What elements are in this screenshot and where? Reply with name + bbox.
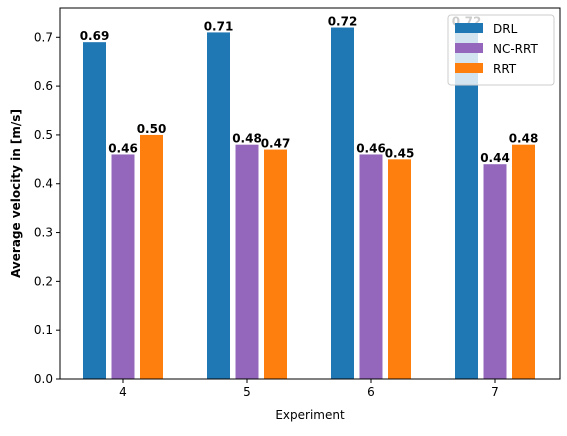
x-axis-label: Experiment <box>275 408 345 422</box>
plot-frame <box>59 7 561 380</box>
y-tick-label: 0.2 <box>34 274 53 288</box>
bar-nc-rrt-5 <box>235 144 259 379</box>
data-label: 0.46 <box>108 141 138 155</box>
bar-drl-6 <box>331 27 354 380</box>
data-label: 0.44 <box>480 151 510 165</box>
legend-swatch-nc-rrt <box>455 43 483 53</box>
x-tick-label: 6 <box>367 385 375 399</box>
data-label: 0.46 <box>356 141 386 155</box>
legend-label: RRT <box>493 62 517 76</box>
bar-nc-rrt-6 <box>359 154 383 379</box>
y-tick-label: 0.6 <box>34 79 53 93</box>
legend-label: DRL <box>493 22 518 36</box>
y-tick-label: 0.3 <box>34 226 53 240</box>
y-tick-label: 0.5 <box>34 128 53 142</box>
legend-swatch-rrt <box>455 63 483 73</box>
y-tick-label: 0.4 <box>34 177 53 191</box>
data-label: 0.45 <box>385 146 415 160</box>
y-axis-label: Average velocity in [m/s] <box>9 109 23 278</box>
bar-drl-5 <box>207 32 230 379</box>
x-tick-label: 5 <box>243 385 251 399</box>
y-tick-label: 0.1 <box>34 323 53 337</box>
data-label: 0.72 <box>328 15 358 29</box>
data-label: 0.48 <box>509 132 539 146</box>
bar-rrt-6 <box>388 159 411 379</box>
data-label: 0.69 <box>80 29 110 43</box>
data-label: 0.48 <box>232 132 262 146</box>
y-tick-label: 0.7 <box>34 30 53 44</box>
bar-drl-4 <box>83 42 106 379</box>
data-label: 0.47 <box>261 137 291 151</box>
data-label: 0.50 <box>137 122 167 136</box>
bar-rrt-5 <box>264 149 287 379</box>
bars-group <box>83 27 535 380</box>
bar-drl-7 <box>455 27 478 380</box>
x-tick-label: 7 <box>491 385 499 399</box>
bar-rrt-4 <box>140 134 163 379</box>
x-tick-label: 4 <box>119 385 127 399</box>
legend-label: NC-RRT <box>493 42 538 56</box>
y-tick-label: 0.0 <box>34 372 53 386</box>
y-axis: 0.0 0.1 0.2 0.3 0.4 0.5 0.6 0.7 <box>34 30 60 386</box>
bar-nc-rrt-4 <box>111 154 135 379</box>
x-axis: 4 5 6 7 <box>119 379 499 399</box>
data-label: 0.71 <box>204 19 234 33</box>
legend-swatch-drl <box>455 23 483 33</box>
legend: DRL NC-RRT RRT <box>447 14 555 86</box>
bar-nc-rrt-7 <box>483 164 507 379</box>
bar-rrt-7 <box>512 144 535 379</box>
